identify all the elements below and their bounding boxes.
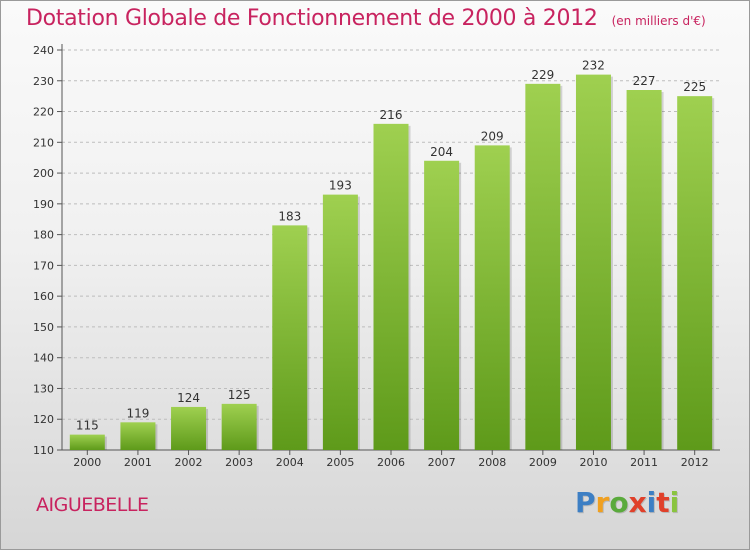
bar: [424, 160, 460, 450]
proxiti-logo[interactable]: Proxiti: [575, 486, 679, 519]
logo-letter: i: [669, 486, 680, 519]
x-tick-label: 2012: [681, 456, 709, 469]
y-tick-label: 230: [33, 75, 54, 88]
y-tick-label: 110: [33, 444, 54, 457]
x-tick-label: 2008: [478, 456, 506, 469]
bar: [575, 74, 611, 450]
bar: [525, 83, 561, 450]
x-tick-label: 2009: [529, 456, 557, 469]
y-tick-label: 210: [33, 136, 54, 149]
y-tick-label: 120: [33, 413, 54, 426]
y-tick-label: 150: [33, 321, 54, 334]
chart-title: Dotation Globale de Fonctionnement de 20…: [26, 6, 706, 31]
logo-letter: P: [575, 486, 596, 519]
data-label: 225: [683, 80, 706, 94]
bar: [322, 194, 358, 450]
bar: [272, 225, 308, 450]
bar: [221, 403, 257, 450]
data-label: 124: [177, 391, 200, 405]
bar: [120, 422, 156, 450]
logo-letter: i: [646, 486, 657, 519]
x-tick-label: 2003: [225, 456, 253, 469]
chart-title-text: Dotation Globale de Fonctionnement de 20…: [26, 6, 598, 31]
bar: [171, 406, 207, 450]
y-tick-label: 220: [33, 106, 54, 119]
data-label: 227: [633, 74, 656, 88]
y-tick-label: 170: [33, 259, 54, 272]
bar: [677, 96, 713, 451]
data-label: 115: [76, 419, 99, 433]
y-tick-label: 130: [33, 382, 54, 395]
x-tick-label: 2004: [276, 456, 304, 469]
y-tick-label: 190: [33, 198, 54, 211]
bar: [626, 90, 662, 450]
data-label: 232: [582, 59, 605, 73]
x-tick-label: 2007: [428, 456, 456, 469]
x-tick-label: 2010: [579, 456, 607, 469]
logo-letter: x: [628, 486, 647, 519]
data-label: 193: [329, 179, 352, 193]
labels: 110 120 130 140 150 160 170 180 190 200 210 220 230 2…: [33, 44, 709, 469]
data-label: 209: [481, 129, 504, 143]
y-tick-label: 140: [33, 352, 54, 365]
bar: [373, 123, 409, 450]
x-tick-label: 2002: [175, 456, 203, 469]
x-tick-label: 2001: [124, 456, 152, 469]
y-tick-label: 200: [33, 167, 54, 180]
x-tick-label: 2011: [630, 456, 658, 469]
x-tick-label: 2005: [326, 456, 354, 469]
data-label: 119: [126, 406, 149, 420]
data-label: 204: [430, 145, 453, 159]
commune-name: AIGUEBELLE: [36, 494, 149, 516]
data-label: 229: [531, 68, 554, 82]
y-tick-label: 160: [33, 290, 54, 303]
bar: [474, 145, 510, 450]
logo-letter: r: [595, 486, 610, 519]
y-tick-label: 180: [33, 229, 54, 242]
x-tick-label: 2006: [377, 456, 405, 469]
chart-unit: (en milliers d'€): [611, 14, 706, 28]
logo-letter: t: [656, 486, 670, 519]
y-tick-label: 240: [33, 44, 54, 57]
bar: [69, 434, 105, 450]
data-label: 125: [228, 388, 251, 402]
logo-letter: o: [609, 486, 629, 519]
bars: [69, 74, 715, 451]
data-label: 183: [278, 209, 301, 223]
x-tick-label: 2000: [73, 456, 101, 469]
data-label: 216: [380, 108, 403, 122]
